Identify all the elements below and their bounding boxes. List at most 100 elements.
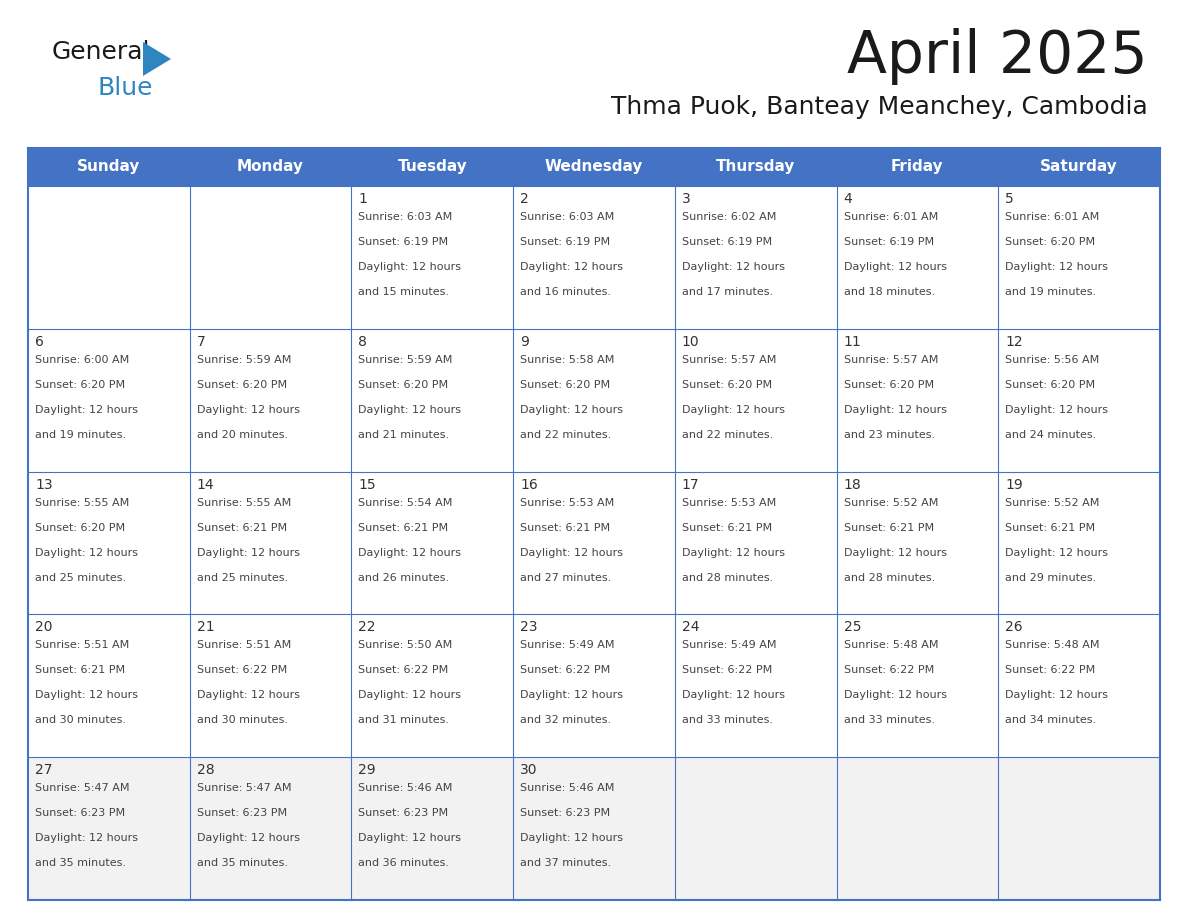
Bar	[513, 329, 675, 472]
Text: Sunrise: 5:47 AM: Sunrise: 5:47 AM	[197, 783, 291, 793]
Text: and 33 minutes.: and 33 minutes.	[843, 715, 935, 725]
Text: Daylight: 12 hours: Daylight: 12 hours	[197, 547, 299, 557]
Bar	[998, 186, 1159, 329]
Text: Daylight: 12 hours: Daylight: 12 hours	[359, 405, 461, 415]
Text: Sunrise: 5:59 AM: Sunrise: 5:59 AM	[359, 354, 453, 364]
Bar	[190, 186, 352, 329]
Bar	[998, 472, 1159, 614]
Bar	[675, 329, 836, 472]
Text: Sunset: 6:23 PM: Sunset: 6:23 PM	[520, 808, 611, 818]
Text: Daylight: 12 hours: Daylight: 12 hours	[682, 262, 785, 272]
Text: 29: 29	[359, 763, 377, 778]
Bar	[352, 614, 513, 757]
Text: Sunset: 6:19 PM: Sunset: 6:19 PM	[520, 237, 611, 247]
Text: 20: 20	[34, 621, 52, 634]
Text: Wednesday: Wednesday	[545, 160, 643, 174]
Bar	[29, 329, 190, 472]
Text: 15: 15	[359, 477, 377, 492]
Bar	[190, 757, 352, 900]
Text: Sunrise: 5:50 AM: Sunrise: 5:50 AM	[359, 641, 453, 650]
Text: 6: 6	[34, 335, 44, 349]
Text: Sunrise: 5:53 AM: Sunrise: 5:53 AM	[682, 498, 776, 508]
Text: Sunset: 6:21 PM: Sunset: 6:21 PM	[520, 522, 611, 532]
Text: and 28 minutes.: and 28 minutes.	[682, 573, 773, 583]
Text: 4: 4	[843, 192, 852, 206]
Text: Daylight: 12 hours: Daylight: 12 hours	[843, 405, 947, 415]
Text: Sunrise: 5:46 AM: Sunrise: 5:46 AM	[359, 783, 453, 793]
Bar	[352, 186, 513, 329]
Text: Sunset: 6:22 PM: Sunset: 6:22 PM	[843, 666, 934, 676]
Text: and 37 minutes.: and 37 minutes.	[520, 858, 612, 868]
Text: Sunrise: 5:51 AM: Sunrise: 5:51 AM	[197, 641, 291, 650]
Bar	[675, 186, 836, 329]
Text: Sunset: 6:22 PM: Sunset: 6:22 PM	[359, 666, 449, 676]
Text: 25: 25	[843, 621, 861, 634]
Text: and 31 minutes.: and 31 minutes.	[359, 715, 449, 725]
Text: Sunrise: 6:00 AM: Sunrise: 6:00 AM	[34, 354, 129, 364]
Text: Sunset: 6:22 PM: Sunset: 6:22 PM	[1005, 666, 1095, 676]
Text: Daylight: 12 hours: Daylight: 12 hours	[520, 690, 624, 700]
Text: Sunset: 6:23 PM: Sunset: 6:23 PM	[359, 808, 449, 818]
Text: Friday: Friday	[891, 160, 943, 174]
Bar	[836, 614, 998, 757]
Text: Sunrise: 5:56 AM: Sunrise: 5:56 AM	[1005, 354, 1100, 364]
Text: 12: 12	[1005, 335, 1023, 349]
Text: Sunrise: 6:03 AM: Sunrise: 6:03 AM	[359, 212, 453, 222]
Text: Sunset: 6:20 PM: Sunset: 6:20 PM	[34, 522, 125, 532]
Text: Sunset: 6:20 PM: Sunset: 6:20 PM	[1005, 237, 1095, 247]
Text: and 21 minutes.: and 21 minutes.	[359, 430, 449, 440]
Bar	[513, 614, 675, 757]
Bar	[190, 472, 352, 614]
Text: and 30 minutes.: and 30 minutes.	[34, 715, 126, 725]
Text: 17: 17	[682, 477, 700, 492]
Polygon shape	[143, 42, 171, 76]
Text: Daylight: 12 hours: Daylight: 12 hours	[34, 834, 138, 843]
Text: Daylight: 12 hours: Daylight: 12 hours	[682, 547, 785, 557]
Text: 22: 22	[359, 621, 375, 634]
Bar	[352, 472, 513, 614]
Bar	[513, 472, 675, 614]
Text: Sunrise: 5:49 AM: Sunrise: 5:49 AM	[520, 641, 614, 650]
Text: Sunrise: 5:48 AM: Sunrise: 5:48 AM	[1005, 641, 1100, 650]
Text: 8: 8	[359, 335, 367, 349]
Text: Sunrise: 5:57 AM: Sunrise: 5:57 AM	[843, 354, 939, 364]
Text: Thma Puok, Banteay Meanchey, Cambodia: Thma Puok, Banteay Meanchey, Cambodia	[612, 95, 1148, 119]
Text: Daylight: 12 hours: Daylight: 12 hours	[359, 547, 461, 557]
Text: and 36 minutes.: and 36 minutes.	[359, 858, 449, 868]
Text: 30: 30	[520, 763, 538, 778]
Text: 2: 2	[520, 192, 529, 206]
Bar	[352, 757, 513, 900]
Bar	[29, 757, 190, 900]
Text: Sunset: 6:20 PM: Sunset: 6:20 PM	[1005, 380, 1095, 390]
Text: and 17 minutes.: and 17 minutes.	[682, 287, 773, 297]
Text: and 35 minutes.: and 35 minutes.	[197, 858, 287, 868]
Text: 26: 26	[1005, 621, 1023, 634]
Text: Sunrise: 6:01 AM: Sunrise: 6:01 AM	[843, 212, 937, 222]
Text: Sunset: 6:23 PM: Sunset: 6:23 PM	[197, 808, 286, 818]
Text: 11: 11	[843, 335, 861, 349]
Text: and 28 minutes.: and 28 minutes.	[843, 573, 935, 583]
Text: Sunrise: 5:59 AM: Sunrise: 5:59 AM	[197, 354, 291, 364]
Text: and 18 minutes.: and 18 minutes.	[843, 287, 935, 297]
Text: Sunset: 6:21 PM: Sunset: 6:21 PM	[359, 522, 449, 532]
Text: Daylight: 12 hours: Daylight: 12 hours	[682, 690, 785, 700]
Text: and 19 minutes.: and 19 minutes.	[34, 430, 126, 440]
Text: Sunrise: 5:54 AM: Sunrise: 5:54 AM	[359, 498, 453, 508]
Text: Sunset: 6:20 PM: Sunset: 6:20 PM	[520, 380, 611, 390]
Text: Sunset: 6:21 PM: Sunset: 6:21 PM	[34, 666, 125, 676]
Bar	[352, 329, 513, 472]
Text: and 25 minutes.: and 25 minutes.	[197, 573, 287, 583]
Bar	[675, 472, 836, 614]
Bar	[998, 329, 1159, 472]
Text: Sunset: 6:20 PM: Sunset: 6:20 PM	[34, 380, 125, 390]
Text: Blue: Blue	[97, 76, 152, 100]
Text: 7: 7	[197, 335, 206, 349]
Text: and 33 minutes.: and 33 minutes.	[682, 715, 773, 725]
Text: 14: 14	[197, 477, 214, 492]
Text: Sunrise: 5:53 AM: Sunrise: 5:53 AM	[520, 498, 614, 508]
Text: Sunset: 6:20 PM: Sunset: 6:20 PM	[359, 380, 449, 390]
Text: 24: 24	[682, 621, 700, 634]
Text: and 26 minutes.: and 26 minutes.	[359, 573, 449, 583]
Bar	[29, 148, 1159, 186]
Bar	[513, 757, 675, 900]
